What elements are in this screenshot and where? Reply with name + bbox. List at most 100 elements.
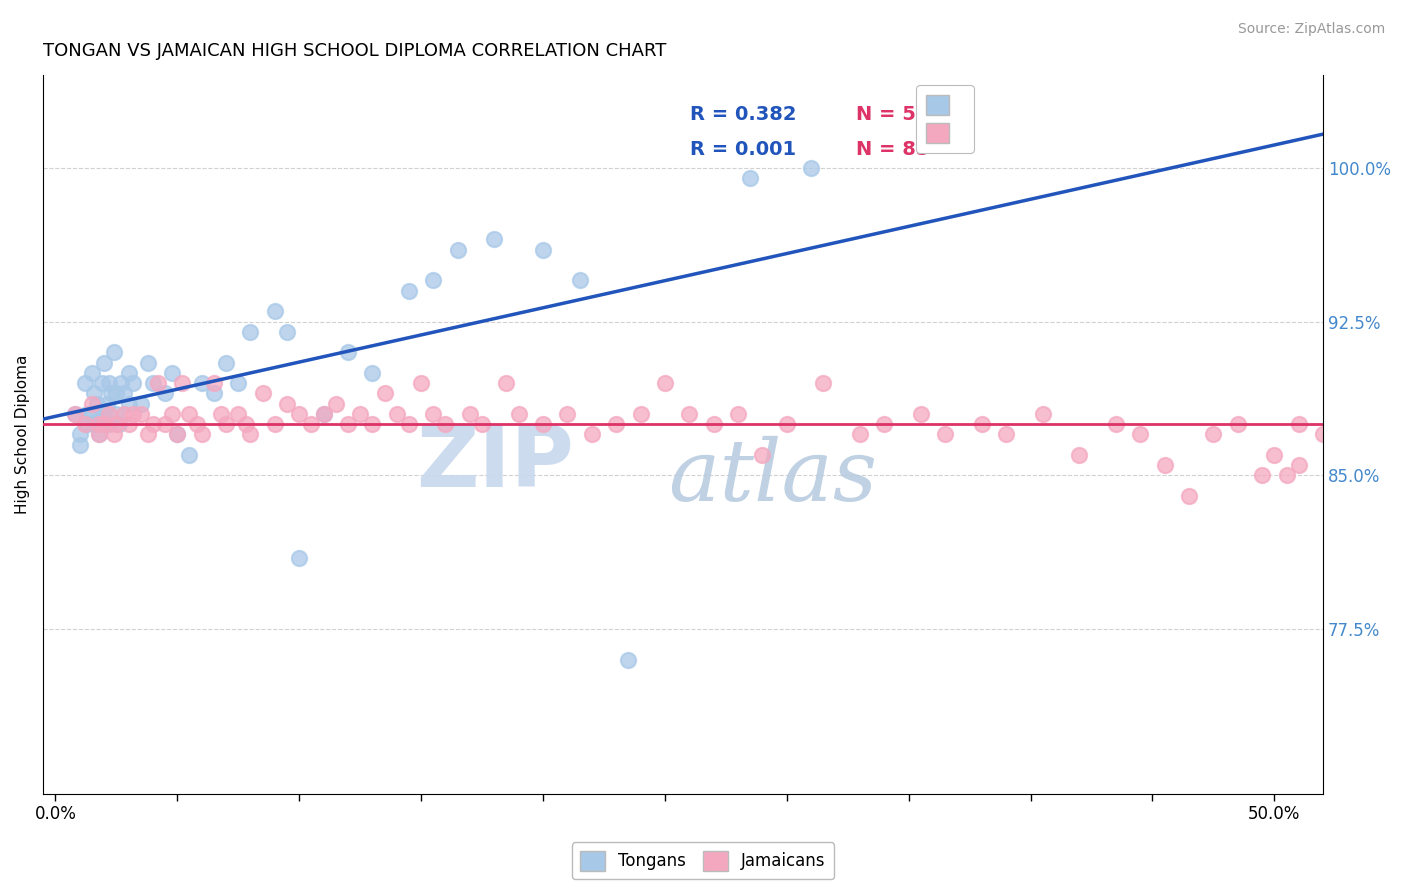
Point — [531, 417, 554, 432]
Point — [1398, 427, 1406, 442]
Point — [122, 376, 145, 391]
Point — [100, 386, 122, 401]
Point — [122, 407, 145, 421]
Point — [83, 386, 105, 401]
Point — [90, 407, 112, 421]
Point — [751, 448, 773, 462]
Point — [73, 376, 96, 391]
Point — [1275, 468, 1298, 483]
Point — [1336, 417, 1358, 432]
Point — [105, 417, 128, 432]
Point — [1129, 427, 1152, 442]
Point — [422, 273, 444, 287]
Legend: Tongans, Jamaicans: Tongans, Jamaicans — [572, 842, 834, 880]
Point — [849, 427, 872, 442]
Point — [288, 407, 311, 421]
Point — [136, 427, 159, 442]
Point — [299, 417, 322, 432]
Point — [129, 407, 152, 421]
Point — [1263, 448, 1285, 462]
Text: R = 0.001: R = 0.001 — [689, 140, 796, 159]
Point — [1226, 417, 1249, 432]
Point — [153, 417, 176, 432]
Point — [69, 427, 91, 442]
Point — [63, 407, 86, 421]
Point — [105, 386, 128, 401]
Point — [385, 407, 408, 421]
Point — [422, 407, 444, 421]
Point — [235, 417, 257, 432]
Point — [117, 366, 139, 380]
Point — [727, 407, 749, 421]
Point — [69, 438, 91, 452]
Point — [86, 397, 108, 411]
Point — [239, 325, 262, 339]
Point — [209, 407, 232, 421]
Point — [186, 417, 208, 432]
Point — [678, 407, 700, 421]
Point — [1105, 417, 1128, 432]
Point — [107, 417, 129, 432]
Point — [263, 304, 285, 318]
Point — [349, 407, 371, 421]
Point — [361, 366, 384, 380]
Text: Source: ZipAtlas.com: Source: ZipAtlas.com — [1237, 22, 1385, 37]
Point — [142, 376, 165, 391]
Legend: , : , — [915, 85, 974, 153]
Point — [98, 376, 121, 391]
Point — [1202, 427, 1225, 442]
Point — [63, 407, 86, 421]
Point — [568, 273, 591, 287]
Point — [117, 397, 139, 411]
Point — [1032, 407, 1054, 421]
Point — [508, 407, 530, 421]
Text: R = 0.382: R = 0.382 — [689, 105, 796, 124]
Point — [312, 407, 335, 421]
Point — [336, 345, 359, 359]
Point — [970, 417, 993, 432]
Point — [179, 448, 201, 462]
Point — [73, 417, 96, 432]
Point — [136, 355, 159, 369]
Point — [484, 232, 506, 246]
Point — [1251, 468, 1274, 483]
Point — [934, 427, 956, 442]
Point — [89, 427, 111, 442]
Point — [226, 407, 249, 421]
Point — [76, 407, 98, 421]
Point — [239, 427, 262, 442]
Point — [166, 427, 188, 442]
Point — [96, 417, 118, 432]
Point — [98, 417, 121, 432]
Point — [995, 427, 1018, 442]
Point — [226, 376, 249, 391]
Text: TONGAN VS JAMAICAN HIGH SCHOOL DIPLOMA CORRELATION CHART: TONGAN VS JAMAICAN HIGH SCHOOL DIPLOMA C… — [44, 42, 666, 60]
Point — [471, 417, 494, 432]
Point — [93, 355, 115, 369]
Point — [531, 243, 554, 257]
Point — [446, 243, 468, 257]
Point — [458, 407, 481, 421]
Point — [117, 417, 139, 432]
Point — [373, 386, 395, 401]
Point — [90, 376, 112, 391]
Point — [83, 417, 105, 432]
Point — [110, 376, 132, 391]
Point — [1312, 427, 1334, 442]
Point — [172, 376, 194, 391]
Point — [80, 407, 103, 421]
Point — [434, 417, 457, 432]
Point — [800, 161, 823, 175]
Point — [93, 417, 115, 432]
Text: ZIP: ZIP — [416, 422, 575, 505]
Point — [312, 407, 335, 421]
Point — [1288, 458, 1310, 473]
Y-axis label: High School Diploma: High School Diploma — [15, 355, 30, 514]
Point — [398, 417, 420, 432]
Text: N = 57: N = 57 — [856, 105, 929, 124]
Point — [162, 366, 184, 380]
Text: atlas: atlas — [668, 436, 877, 519]
Point — [146, 376, 169, 391]
Point — [276, 397, 298, 411]
Point — [166, 427, 188, 442]
